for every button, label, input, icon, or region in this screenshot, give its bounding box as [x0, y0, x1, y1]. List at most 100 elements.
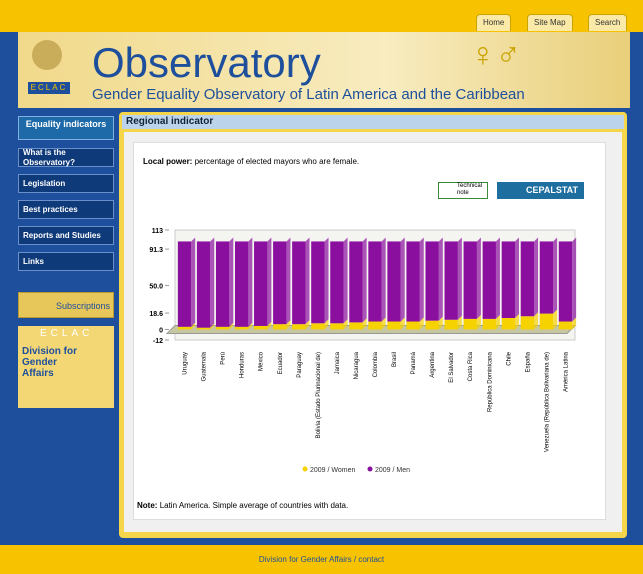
- bar: [425, 241, 438, 320]
- bar: [235, 241, 248, 326]
- bar: [483, 241, 496, 318]
- page: Home Site Map Search ECLAC Observatory G…: [0, 0, 643, 574]
- bar: [540, 241, 553, 313]
- y-tick-label: -12: [153, 338, 163, 345]
- bar: [273, 324, 286, 329]
- x-tick-label: República Dominicana: [487, 351, 493, 412]
- bar: [216, 241, 229, 326]
- bar-side: [515, 237, 519, 318]
- tab-site-map[interactable]: Site Map: [527, 14, 573, 31]
- bar: [559, 241, 572, 321]
- x-tick-label: Honduras: [240, 352, 246, 378]
- bar: [197, 241, 210, 327]
- x-tick-label: Brasil: [392, 352, 398, 367]
- technical-note[interactable]: Technical note: [438, 182, 488, 199]
- bar: [406, 241, 419, 321]
- bar-side: [229, 237, 233, 326]
- bar: [311, 241, 324, 323]
- tab-home[interactable]: Home: [476, 14, 511, 31]
- y-tick-label: 18.6: [149, 311, 163, 318]
- cepalstat[interactable]: CEPALSTAT: [497, 182, 584, 199]
- x-tick-label: Bolivia (Estado Plurinacional de): [316, 352, 322, 438]
- bar: [559, 322, 572, 330]
- note: Note: Latin America. Simple average of c…: [137, 501, 348, 510]
- bar: [254, 241, 267, 325]
- bar: [254, 326, 267, 330]
- x-tick-label: Panamá: [411, 351, 417, 374]
- bar: [445, 241, 458, 319]
- indicator: Local power: percentage of elected mayor…: [143, 157, 359, 166]
- tab-search[interactable]: Search: [588, 14, 627, 31]
- x-tick-label: Argentina: [430, 351, 436, 377]
- x-tick-label: Jamaica: [335, 351, 341, 374]
- y-tick-label: 50.0: [149, 283, 163, 290]
- x-tick-label: Paraguay: [297, 352, 303, 378]
- bar: [502, 241, 515, 318]
- bar-side: [344, 237, 348, 323]
- bar-side: [248, 237, 252, 326]
- x-tick-label: Venezuela (República Bolivariana de): [544, 352, 550, 452]
- subscriptions[interactable]: Subscriptions: [18, 292, 114, 318]
- x-tick-label: El Salvador: [449, 352, 455, 383]
- bar-side: [477, 237, 481, 318]
- legend-label: 2009 / Women: [310, 467, 356, 474]
- un-emblem: [32, 40, 62, 70]
- bar-side: [420, 237, 424, 321]
- x-tick-label: Chile: [506, 351, 512, 365]
- note-text: Latin America. Simple average of countri…: [160, 501, 349, 510]
- bar-side: [572, 237, 576, 321]
- x-tick-label: Guatemala: [202, 351, 208, 381]
- y-tick-label: 91.3: [149, 247, 163, 254]
- bar-side: [534, 237, 538, 316]
- legend-label: 2009 / Men: [375, 467, 410, 474]
- bar: [502, 318, 515, 329]
- bar: [330, 241, 343, 323]
- bar: [368, 241, 381, 321]
- indicator-text: percentage of elected mayors who are fem…: [195, 157, 360, 166]
- nav-item[interactable]: Reports and Studies: [18, 226, 114, 245]
- nav-item[interactable]: What is the Observatory?: [18, 148, 114, 167]
- nav-heading[interactable]: Equality indicators: [18, 116, 114, 140]
- bar: [368, 322, 381, 330]
- panel-title: Regional indicator: [122, 115, 624, 129]
- bar: [311, 323, 324, 329]
- x-tick-label: México: [259, 351, 265, 371]
- x-tick-label: Nicaragua: [354, 351, 360, 379]
- bar: [330, 323, 343, 329]
- bar: [464, 319, 477, 330]
- nav-item[interactable]: Best practices: [18, 200, 114, 219]
- bar-side: [363, 237, 367, 322]
- bar-side: [286, 237, 290, 324]
- bar-side: [210, 237, 214, 327]
- bar: [349, 322, 362, 329]
- bar: [540, 314, 553, 330]
- logo-text: ECLAC: [28, 82, 70, 94]
- bar: [387, 241, 400, 321]
- bar: [216, 327, 229, 330]
- bar: [178, 327, 191, 330]
- bar: [521, 316, 534, 329]
- bar-side: [305, 237, 309, 324]
- bar: [292, 324, 305, 329]
- y-tick-label: 113: [152, 228, 163, 235]
- nav-item[interactable]: Legislation: [18, 174, 114, 193]
- gender-symbols: ♀♂: [470, 36, 521, 75]
- bar: [197, 328, 210, 330]
- site-subtitle: Gender Equality Observatory of Latin Ame…: [92, 86, 525, 103]
- y-tick-label: 0: [159, 327, 163, 334]
- nav-item[interactable]: Links: [18, 252, 114, 271]
- bar-side: [439, 237, 443, 320]
- footer[interactable]: Division for Gender Affairs / contact: [0, 545, 643, 574]
- x-tick-label: América Latina: [563, 351, 569, 392]
- eclac-text: ECLAC: [40, 328, 93, 339]
- x-tick-label: España: [525, 351, 531, 372]
- division-text[interactable]: Division for Gender Affairs: [22, 346, 82, 379]
- bar: [235, 327, 248, 330]
- x-tick-label: Colombia: [373, 351, 379, 377]
- bar-side: [496, 237, 500, 318]
- bar: [425, 321, 438, 330]
- bar-side: [553, 237, 557, 313]
- bar: [445, 320, 458, 330]
- x-tick-label: Ecuador: [278, 352, 284, 374]
- bar: [387, 322, 400, 330]
